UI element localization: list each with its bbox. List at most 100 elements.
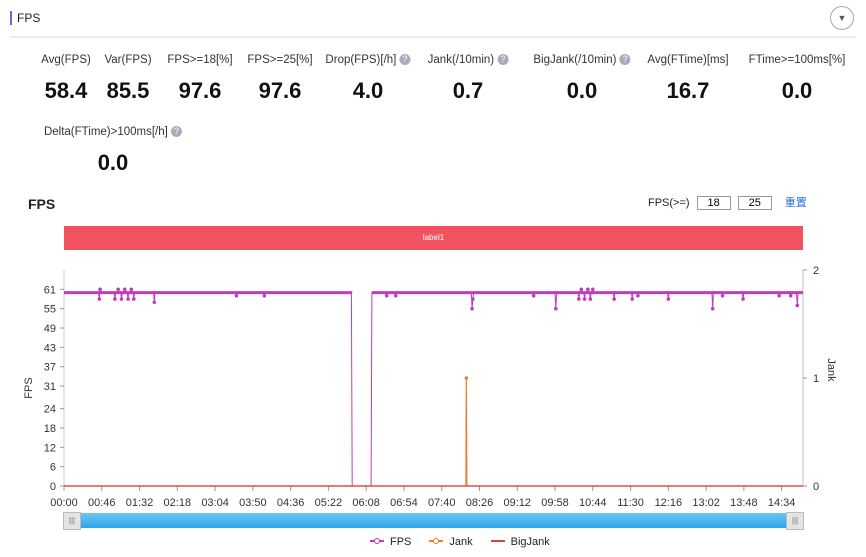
fps-point [384,293,389,298]
help-icon[interactable]: ? [497,54,509,65]
threshold-low-input[interactable] [696,196,731,210]
y-tick-label: 31 [44,381,56,393]
metric-value: 16.7 [666,78,710,103]
metric-value: 0.0 [97,150,129,175]
x-tick-label: 04:36 [277,497,305,509]
y-tick-label: 18 [44,423,56,435]
zoom-slider[interactable]: ||| ||| [63,512,804,530]
y-axis-label: FPS [23,377,35,398]
fps-point [630,297,635,301]
jank-point [464,376,469,380]
fps-point [590,287,595,292]
metric-value: 97.6 [258,78,302,103]
y2-tick-label: 2 [813,265,819,277]
y-tick-label: 37 [44,362,56,374]
metric-value: 4.0 [352,78,384,103]
legend-item-bigjank[interactable]: BigJank [490,536,550,548]
legend-marker-icon [370,538,384,544]
metric-label: Var(FPS) [104,54,152,66]
y-tick-label: 24 [44,404,56,416]
accent-bar [10,11,12,25]
fps-point [612,297,616,301]
fps-point [234,293,239,298]
legend-item-fps[interactable]: FPS [370,536,411,548]
fps-point [470,306,474,311]
x-tick-label: 08:26 [466,497,494,509]
metric-label: FPS>=25[%] [247,54,313,66]
y-tick-label: 43 [44,342,56,354]
x-tick-label: 00:00 [50,497,78,509]
x-tick-label: 01:32 [126,497,154,509]
fps-point [720,293,725,298]
fps-point [471,297,475,301]
metric: FPS>=18[%] 97.6 [167,54,232,104]
fps-point [741,297,745,301]
metric-label: Delta(FTime)>100ms[/h] ? [44,126,183,138]
metric: Jank(/10min) ? 0.7 [428,54,509,104]
x-tick-label: 10:44 [579,497,607,509]
fps-point [152,300,157,305]
threshold-controls: FPS(>=) 重置 [648,194,807,210]
fps-point [582,297,587,301]
x-tick-label: 11:30 [617,497,644,509]
fps-point [588,297,593,301]
fps-point [129,287,134,292]
fps-point [393,293,398,298]
metric: FTime>=100ms[%] 0.0 [749,54,846,104]
legend: FPS Jank BigJank [370,536,550,548]
fps-point [710,306,715,311]
fps-point [122,287,127,292]
y-tick-label: 0 [50,481,56,493]
x-tick-label: 13:48 [730,497,758,509]
metric-value: 58.4 [44,78,88,103]
section-title: FPS [17,11,41,25]
x-tick-label: 00:46 [88,497,116,509]
x-tick-label: 09:12 [503,497,531,509]
metric-value: 85.5 [106,78,150,103]
metric: Var(FPS) 85.5 [104,54,151,104]
chevron-down-icon[interactable]: ▼ [830,6,854,30]
reset-link[interactable]: 重置 [784,197,807,209]
x-tick-label: 05:22 [315,497,343,509]
y-tick-label: 61 [44,284,56,296]
metric-label: BigJank(/10min) ? [533,54,631,66]
fps-point [554,306,558,311]
metric: Delta(FTime)>100ms[/h] ? 0.0 [44,126,183,176]
threshold-high-input[interactable] [737,196,772,210]
legend-item-jank[interactable]: Jank [429,536,473,548]
x-tick-label: 02:18 [164,497,192,509]
slider-right-handle[interactable]: ||| [786,512,804,530]
y2-axis-label: Jank [825,358,837,382]
threshold-label: FPS(>=) [648,197,690,209]
slider-left-handle[interactable]: ||| [63,512,81,530]
x-tick-label: 12:16 [655,497,683,509]
y-tick-label: 55 [44,304,56,316]
metric-label: FTime>=100ms[%] [748,54,846,66]
metric-label: Avg(FTime)[ms] [647,54,729,66]
jank-series-line [64,377,803,487]
y-tick-label: 12 [44,442,56,454]
metric: BigJank(/10min) ? 0.0 [533,54,631,104]
chart-title: FPS [28,196,56,212]
y2-tick-label: 1 [813,373,819,385]
metric-label: Drop(FPS)[/h] ? [325,54,411,66]
fps-point [586,287,590,292]
legend-marker-icon [490,540,505,542]
y-tick-label: 6 [50,462,56,474]
y2-tick-label: 0 [813,481,819,493]
fps-point [577,297,581,301]
fps-point [262,293,267,298]
metric: Drop(FPS)[/h] ? 4.0 [325,54,411,104]
label-bar[interactable]: label1 [64,226,803,250]
help-icon[interactable]: ? [399,54,411,65]
legend-label: Jank [449,536,473,548]
fps-point [97,297,102,301]
help-icon[interactable]: ? [171,126,183,137]
legend-label: BigJank [510,536,550,548]
metric-label: Avg(FPS) [41,54,91,66]
help-icon[interactable]: ? [619,54,631,65]
x-tick-label: 03:04 [201,497,229,509]
fps-point [788,293,793,298]
fps-point [131,297,136,301]
